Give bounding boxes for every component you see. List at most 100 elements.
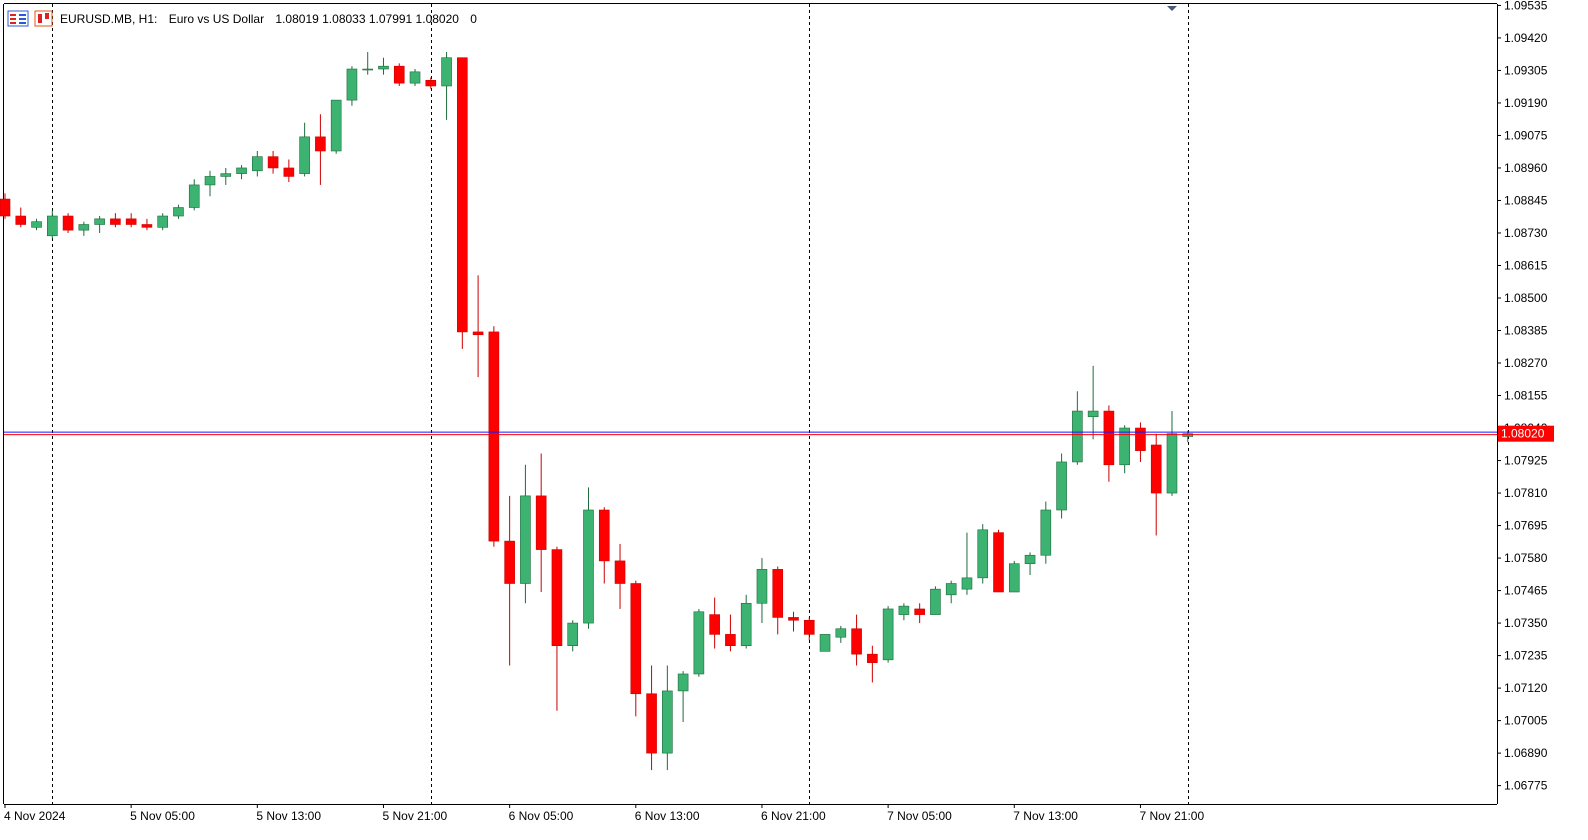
candle-body xyxy=(1024,554,1036,565)
bull-candle xyxy=(204,170,216,197)
bull-candle xyxy=(157,213,168,231)
candle-body xyxy=(693,611,705,675)
bull-candle xyxy=(299,122,310,177)
chart-description-label: Euro vs US Dollar xyxy=(169,12,264,26)
bear-candle xyxy=(62,213,74,233)
candle-body xyxy=(157,215,168,228)
candle-body xyxy=(930,588,941,615)
bear-candle xyxy=(646,665,657,771)
price-tick-label: 1.07235 xyxy=(1504,649,1548,663)
price-tick-label: 1.07120 xyxy=(1504,681,1548,695)
bear-candle xyxy=(141,218,153,231)
candle-body xyxy=(583,509,594,624)
session-separators xyxy=(52,4,1189,804)
bear-candle xyxy=(0,193,11,219)
chart-symbol-label: EURUSD.MB, H1: xyxy=(60,12,157,26)
price-tick-label: 1.08270 xyxy=(1504,356,1548,370)
bear-candle xyxy=(425,77,437,89)
price-tick-label: 1.08500 xyxy=(1504,291,1548,305)
price-tick-label: 1.09535 xyxy=(1504,0,1548,12)
price-tick-label: 1.07580 xyxy=(1504,551,1548,565)
candle-body xyxy=(1040,509,1052,556)
time-tick-label: 6 Nov 21:00 xyxy=(761,809,826,823)
candle-body xyxy=(362,68,374,71)
candle-body xyxy=(630,583,642,695)
price-tick-label: 1.07925 xyxy=(1504,454,1548,468)
price-tick-label: 1.08385 xyxy=(1504,324,1548,338)
chart-ohlc-label: 1.08019 1.08033 1.07991 1.08020 xyxy=(275,12,459,26)
candle-body xyxy=(346,68,358,101)
bear-candle xyxy=(598,507,610,584)
bull-candle xyxy=(740,594,752,649)
bull-candle xyxy=(977,524,989,584)
candle-body xyxy=(1119,427,1130,466)
bull-candle xyxy=(409,69,421,86)
candle-body xyxy=(78,224,90,231)
bull-candle xyxy=(898,603,910,621)
candle-body xyxy=(898,605,910,615)
candle-body xyxy=(756,569,768,604)
candle-body xyxy=(315,136,326,152)
candle-body xyxy=(236,167,247,174)
candle-body xyxy=(457,57,468,333)
bull-candle xyxy=(330,99,342,154)
price-tick-label: 1.09190 xyxy=(1504,96,1548,110)
candle-body xyxy=(551,549,563,646)
bull-candle xyxy=(1056,453,1067,519)
bull-candle xyxy=(1166,411,1178,496)
bear-candle xyxy=(788,611,799,632)
bull-candle xyxy=(677,671,689,723)
chart-header: EURUSD.MB, H1: Euro vs US Dollar 1.08019… xyxy=(7,10,477,27)
chart-menu-icon[interactable] xyxy=(7,10,29,27)
candle-body xyxy=(914,608,925,615)
candle-body xyxy=(851,628,862,655)
time-axis: 4 Nov 2024 5 Nov 05:00 5 Nov 13:00 5 Nov 21… xyxy=(4,804,1204,823)
bull-candle xyxy=(1040,501,1052,564)
candle-body xyxy=(1150,444,1162,494)
candle-body xyxy=(141,224,153,228)
candle-body xyxy=(1166,433,1178,494)
candle-body xyxy=(252,156,263,172)
bull-candle xyxy=(173,204,184,219)
time-tick-label: 6 Nov 13:00 xyxy=(635,809,700,823)
bear-candle xyxy=(15,207,27,228)
bear-candle xyxy=(851,614,862,666)
bear-candle xyxy=(630,580,642,717)
bear-candle xyxy=(1135,422,1146,462)
candles xyxy=(0,52,1194,771)
shift-marker-icon[interactable] xyxy=(1167,6,1177,11)
candle-body xyxy=(283,167,295,177)
candle-body xyxy=(788,617,799,621)
chart-volume-label: 0 xyxy=(470,12,477,26)
candle-body xyxy=(488,331,500,542)
price-tick-label: 1.08730 xyxy=(1504,226,1548,240)
candle-body xyxy=(520,495,531,584)
bear-candle xyxy=(315,114,326,185)
current-price-lines xyxy=(4,431,1497,436)
bull-candle xyxy=(662,665,673,771)
candle-body xyxy=(425,80,437,87)
bear-candle xyxy=(393,63,405,86)
candle-body xyxy=(740,602,752,646)
time-tick-label: 5 Nov 13:00 xyxy=(256,809,321,823)
candle-body xyxy=(47,215,58,237)
current-price-label: 1.08020 xyxy=(1501,427,1545,441)
candle-body xyxy=(598,509,610,562)
candle-body xyxy=(204,176,216,186)
time-tick-label: 7 Nov 21:00 xyxy=(1139,809,1204,823)
candle-body xyxy=(504,540,515,584)
bull-candle xyxy=(31,218,42,231)
bull-candle xyxy=(236,165,247,180)
price-tick-label: 1.09305 xyxy=(1504,63,1548,77)
chart-type-icon[interactable] xyxy=(34,10,53,27)
bull-candle xyxy=(583,487,594,629)
bear-candle xyxy=(472,275,484,378)
bull-candle xyxy=(945,580,957,604)
price-tick-label: 1.07465 xyxy=(1504,584,1548,598)
bear-candle xyxy=(267,150,279,174)
candle-body xyxy=(614,560,626,584)
time-tick-label: 5 Nov 21:00 xyxy=(382,809,447,823)
